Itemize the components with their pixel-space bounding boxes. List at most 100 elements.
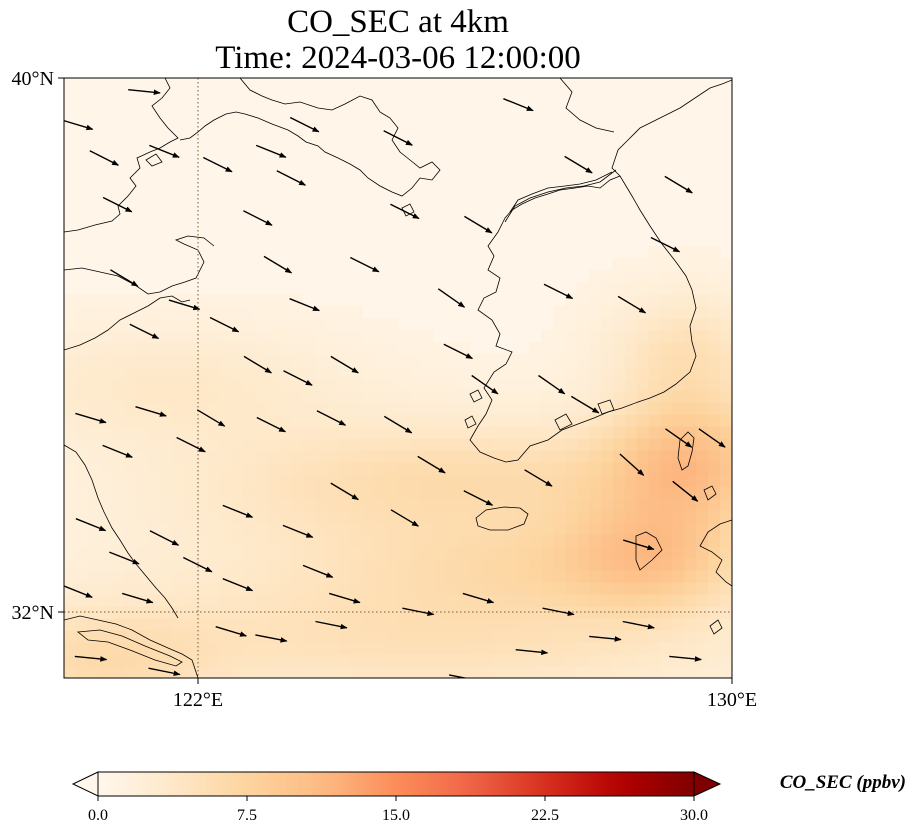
- field-cell: [684, 558, 697, 571]
- field-cell: [529, 558, 542, 571]
- field-cell: [541, 522, 554, 535]
- field-cell: [469, 354, 483, 367]
- field-cell: [64, 594, 77, 607]
- field-cell: [147, 366, 161, 379]
- field-cell: [398, 402, 411, 415]
- field-cell: [708, 294, 721, 307]
- field-cell: [326, 522, 339, 535]
- field-cell: [529, 654, 542, 667]
- field-cell: [159, 630, 172, 643]
- field-cell: [696, 510, 709, 523]
- field-cell: [350, 510, 363, 523]
- field-cell: [123, 294, 137, 307]
- field-cell: [553, 630, 566, 643]
- wind-arrow: [282, 524, 314, 538]
- field-cell: [290, 474, 304, 487]
- field-cell: [421, 450, 435, 463]
- field-cell: [696, 426, 709, 439]
- field-cell: [254, 318, 268, 331]
- wind-arrow: [129, 323, 160, 340]
- field-cell: [195, 366, 208, 379]
- colorbar-tick-label: 0.0: [88, 807, 108, 824]
- field-cell: [624, 438, 638, 451]
- field-cell: [302, 522, 316, 535]
- field-cell: [374, 510, 387, 523]
- field-cell: [87, 438, 101, 451]
- field-cell: [529, 498, 542, 511]
- field-cell: [87, 366, 101, 379]
- field-cell: [684, 510, 697, 523]
- field-cell: [254, 462, 268, 475]
- field-cell: [672, 546, 685, 559]
- colorbar-tick-label: 7.5: [237, 807, 257, 824]
- field-cell: [529, 618, 542, 631]
- field-cell: [636, 486, 650, 499]
- field-cell: [159, 582, 172, 595]
- field-cell: [135, 438, 149, 451]
- field-cell: [183, 666, 196, 678]
- field-cell: [469, 378, 483, 391]
- field-cell: [636, 414, 650, 427]
- field-cell: [433, 450, 447, 463]
- field-cell: [600, 594, 614, 607]
- field-cell: [290, 570, 304, 583]
- field-cell: [171, 354, 184, 367]
- field-cell: [433, 390, 447, 403]
- field-cell: [553, 342, 566, 355]
- field-cell: [433, 594, 447, 607]
- field-cell: [624, 594, 638, 607]
- field-cell: [254, 474, 268, 487]
- field-cell: [684, 642, 697, 655]
- field-cell: [588, 330, 602, 343]
- field-cell: [278, 522, 292, 535]
- field-cell: [493, 510, 506, 523]
- field-cell: [672, 606, 685, 619]
- field-cell: [684, 378, 697, 391]
- field-cell: [708, 318, 721, 331]
- field-cell: [684, 666, 697, 678]
- field-cell: [672, 558, 685, 571]
- field-cell: [64, 546, 77, 559]
- field-cell: [254, 582, 268, 595]
- field-cell: [374, 546, 387, 559]
- field-cell: [517, 414, 530, 427]
- field-cell: [588, 546, 602, 559]
- field-cell: [612, 366, 626, 379]
- field-cell: [493, 654, 506, 667]
- field-cell: [636, 426, 650, 439]
- field-cell: [386, 390, 399, 403]
- field-cell: [147, 390, 161, 403]
- field-cell: [624, 330, 638, 343]
- wind-arrow: [443, 343, 474, 360]
- field-cell: [171, 498, 184, 511]
- field-cell: [290, 510, 304, 523]
- field-cell: [600, 438, 614, 451]
- field-cell: [529, 378, 542, 391]
- field-cell: [398, 474, 411, 487]
- field-cell: [99, 546, 113, 559]
- field-cell: [398, 534, 411, 547]
- field-cell: [553, 666, 566, 678]
- field-cell: [421, 510, 435, 523]
- field-cell: [314, 522, 328, 535]
- field-cell: [123, 354, 137, 367]
- field-cell: [529, 510, 542, 523]
- field-cell: [481, 522, 495, 535]
- field-cell: [123, 630, 137, 643]
- field-cell: [576, 642, 590, 655]
- field-cell: [183, 474, 196, 487]
- field-cell: [207, 342, 220, 355]
- field-cell: [159, 366, 172, 379]
- field-cell: [254, 666, 268, 678]
- field-cell: [696, 342, 709, 355]
- field-cell: [672, 246, 685, 259]
- field-cell: [266, 486, 280, 499]
- field-cell: [87, 666, 101, 678]
- field-cell: [457, 486, 471, 499]
- field-cell: [242, 294, 256, 307]
- field-cell: [254, 378, 268, 391]
- field-cell: [648, 534, 662, 547]
- field-cell: [636, 294, 650, 307]
- field-cell: [636, 594, 650, 607]
- field-cell: [445, 570, 459, 583]
